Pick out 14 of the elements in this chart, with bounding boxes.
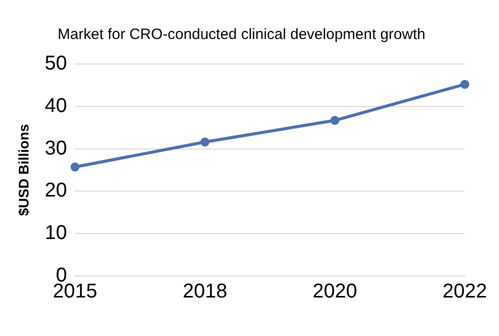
point: [330, 116, 340, 125]
point: [200, 138, 210, 147]
x-tick-label: 2018: [182, 280, 228, 303]
y-tick-label: 40: [44, 94, 68, 117]
chart-title: Market for CRO-conducted clinical development growth: [58, 26, 426, 44]
point: [70, 162, 80, 172]
x-tick-label: 2022: [442, 280, 488, 303]
point: [460, 80, 470, 89]
x-tick-label: 2020: [312, 280, 358, 303]
y-tick-label: 30: [44, 137, 68, 160]
y-tick-label: 20: [44, 180, 68, 202]
y-tick-label: 10: [44, 222, 68, 244]
y-axis-title: $USD Billions: [15, 124, 32, 216]
y-tick-label: 50: [44, 52, 68, 75]
